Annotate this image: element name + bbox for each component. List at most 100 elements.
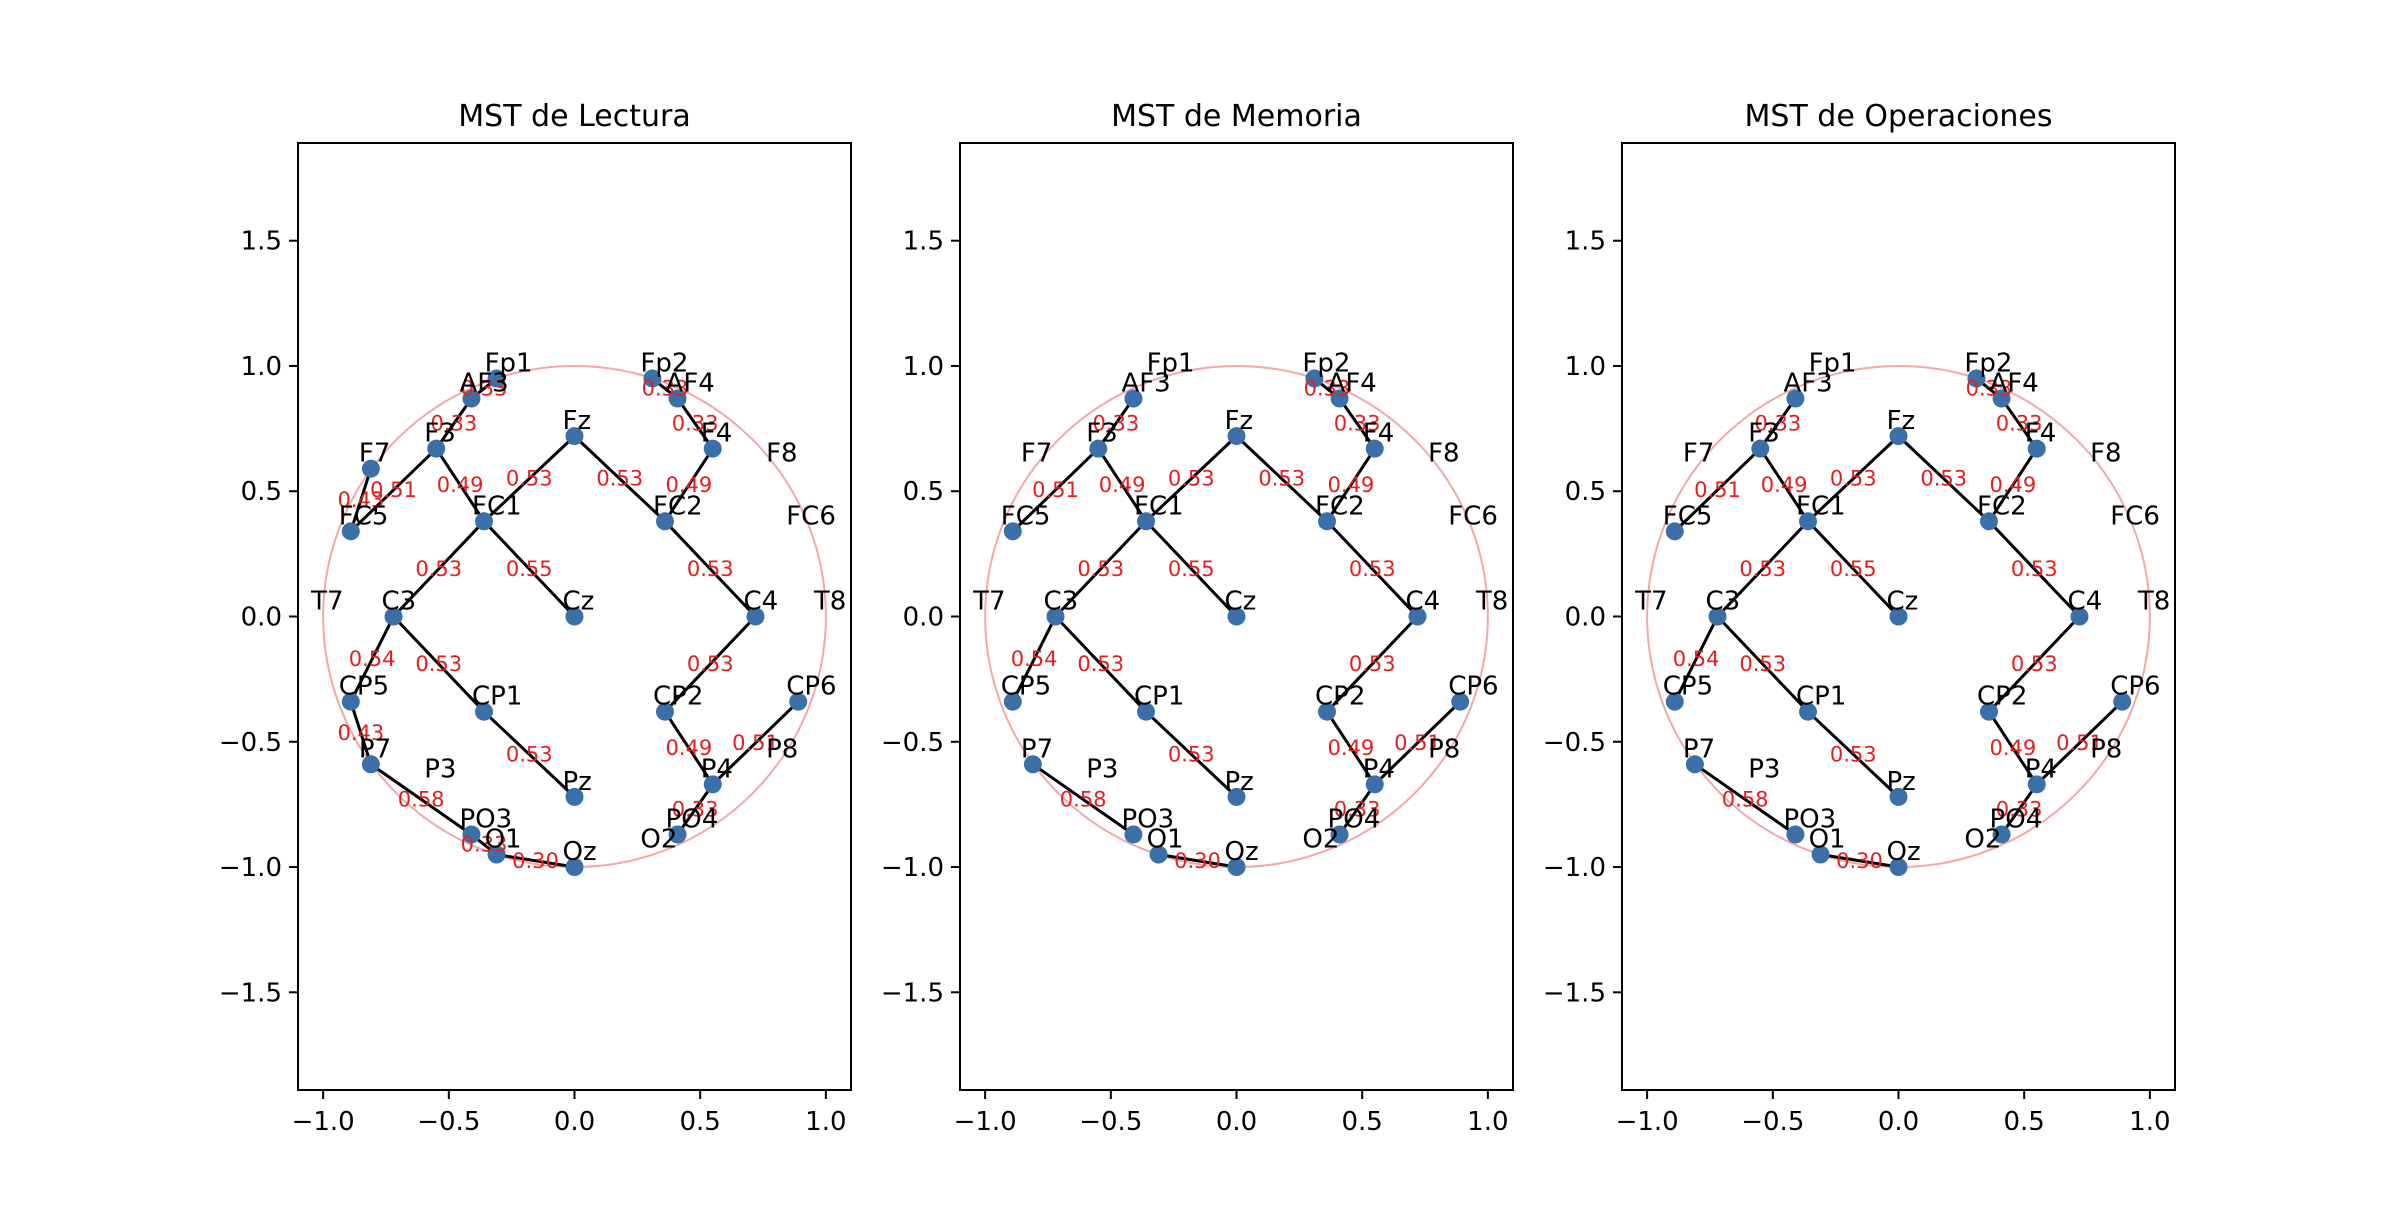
edge-weight-label: 0.30 [1836,849,1883,873]
edge-O1-Oz [496,853,575,869]
edge-weight-label: 0.49 [665,736,712,760]
node-C4 [1408,607,1427,626]
edge-weight-label: 0.55 [1168,557,1215,581]
node-label: Oz [1225,837,1259,867]
x-tick-label: 0.5 [1342,1107,1383,1137]
x-tick-label: 0.0 [1878,1107,1919,1137]
node-label: CP6 [2110,672,2160,702]
edge-FC1-C3 [392,520,486,618]
y-tick-label: 0.0 [1565,603,1606,633]
y-tick-label: −1.5 [219,978,282,1008]
edge-O1-Oz [1158,853,1237,869]
edge-weight-label: 0.53 [596,467,643,491]
node-Pz [1889,787,1908,806]
node-FC1 [475,512,494,531]
y-tick-label: −1.5 [881,978,944,1008]
edge-weight-label: 0.49 [665,473,712,497]
plot-area: 0.33 0.51 0.49 0.53 0.53 0.55 0.53 0.54 0.53 0.53… [972,348,1508,877]
edge-P4-CP6 [1373,700,1462,786]
x-tick-label: −0.5 [417,1107,480,1137]
node-label: F4 [2025,419,2057,449]
node-label: AF4 [666,369,715,399]
edge-weight-label: 0.51 [2056,731,2103,755]
node-label: AF4 [1990,369,2039,399]
edge-FC2-C4 [1987,520,2081,618]
node-label: CP5 [1001,672,1051,702]
node-label: Oz [1887,837,1921,867]
node-FC5 [1665,522,1684,541]
edge-weight-label: 0.53 [1739,652,1786,676]
node-label: T8 [2137,587,2170,617]
node-F4 [2027,439,2046,458]
node-label: FC2 [1977,491,2027,521]
node-Fz [565,427,584,446]
node-label: Pz [563,767,592,797]
y-tick-label: −1.0 [219,853,282,883]
edge-weight-label: 0.33 [461,832,508,856]
edge-weight-label: 0.55 [1830,557,1877,581]
edge-weight-label: 0.53 [415,652,462,676]
node-AF3 [462,389,481,408]
x-tick-label: −1.0 [292,1107,355,1137]
node-label: O1 [1147,825,1184,855]
edge-weight-label: 0.53 [1258,467,1305,491]
node-label: Fz [1225,406,1254,436]
edge-weight-label: 0.58 [1060,787,1107,811]
node-C4 [2070,607,2089,626]
edge-F4-FC2 [1987,447,2039,523]
node-FC1 [1137,512,1156,531]
edge-weight-label: 0.55 [506,557,553,581]
edge-C3-CP5 [1673,615,1719,703]
x-tick-label: 0.0 [1216,1107,1257,1137]
edge-CP2-P4 [1987,710,2039,786]
node-label: P8 [2090,734,2122,764]
edge-weight-label: 0.51 [370,478,417,502]
node-PO3 [1124,825,1143,844]
edge-F3-FC1 [1758,447,1810,523]
chart-title: MST de Memoria [1111,99,1362,134]
node-C3 [384,607,403,626]
y-tick-label: 1.5 [1565,227,1606,257]
node-Pz [565,787,584,806]
node-label: Cz [1887,587,1919,617]
node-PO4 [1330,825,1349,844]
node-PO4 [668,825,687,844]
node-label: FC5 [339,501,389,531]
node-C4 [746,607,765,626]
node-label: Fp2 [640,348,688,378]
node-CP6 [789,692,808,711]
node-P4 [2027,775,2046,794]
edge-C4-CP2 [1987,615,2081,713]
node-CP5 [341,692,360,711]
edge-weight-label: 0.33 [1304,377,1351,401]
edge-weight-label: 0.49 [1989,473,2036,497]
edge-FC1-C3 [1054,520,1148,618]
node-label: P4 [1363,754,1395,784]
node-label: F8 [766,439,798,469]
node-label: CP6 [1448,672,1498,702]
node-label: Cz [563,587,595,617]
node-P7 [361,755,380,774]
node-FC2 [1979,512,1998,531]
node-CP1 [475,702,494,721]
node-PO3 [1786,825,1805,844]
node-label: P8 [766,734,798,764]
x-tick-label: 1.0 [805,1107,846,1137]
node-Oz [1889,858,1908,877]
edge-FC1-Fz [1806,435,1900,523]
node-F3 [1751,439,1770,458]
edge-weight-label: 0.33 [461,377,508,401]
chart-title: MST de Operaciones [1745,99,2053,134]
node-AF3 [1786,389,1805,408]
node-label: PO3 [459,804,512,834]
node-label: CP6 [786,672,836,702]
node-label: C3 [1044,587,1079,617]
edge-weight-label: 0.58 [1722,787,1769,811]
edge-weight-label: 0.51 [1394,731,1441,755]
x-tick-label: 0.0 [554,1107,595,1137]
node-CP2 [1979,702,1998,721]
